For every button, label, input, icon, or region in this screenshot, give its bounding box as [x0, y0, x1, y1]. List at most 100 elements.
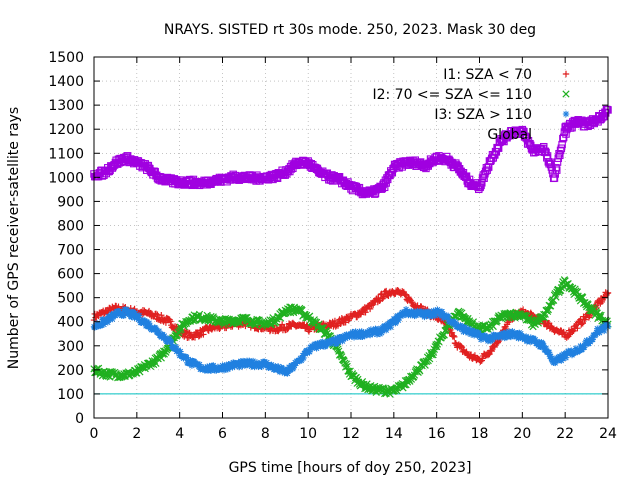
data-point: [599, 323, 606, 330]
data-point: [200, 331, 207, 338]
x-tick-label: 20: [513, 426, 531, 442]
legend-marker: [562, 130, 570, 138]
y-tick-label: 1400: [48, 74, 84, 90]
data-point: [158, 311, 165, 319]
data-point: [581, 343, 588, 351]
data-point: [152, 359, 160, 368]
data-point: [595, 311, 604, 319]
data-point: [183, 354, 190, 361]
data-point: [467, 331, 475, 338]
data-point: [515, 335, 522, 342]
data-point: [556, 151, 564, 160]
data-point: [380, 293, 388, 300]
data-point: [216, 325, 223, 332]
data-point: [596, 329, 603, 336]
data-point: [253, 359, 261, 366]
data-point: [487, 347, 495, 354]
data-point: [93, 323, 100, 330]
data-point: [249, 357, 257, 365]
data-point: [361, 332, 368, 340]
data-point: [402, 306, 410, 313]
data-point: [550, 174, 559, 182]
data-point: [322, 342, 329, 349]
data-point: [412, 312, 420, 319]
y-tick-label: 900: [57, 194, 84, 210]
data-point: [306, 348, 313, 356]
data-point: [145, 319, 153, 327]
data-point: [395, 316, 402, 324]
legend-label: Global: [487, 127, 532, 143]
data-point: [323, 340, 330, 348]
data-point: [191, 334, 199, 341]
data-point: [464, 350, 471, 358]
y-tick-label: 800: [57, 218, 84, 234]
legend-marker: [562, 70, 570, 78]
y-tick-label: 1100: [48, 146, 84, 162]
data-point: [395, 314, 403, 322]
data-point: [383, 175, 392, 184]
data-point: [172, 343, 180, 350]
data-point: [257, 361, 264, 369]
data-point: [457, 343, 465, 350]
data-point: [410, 308, 417, 315]
x-tick-label: 12: [342, 426, 360, 442]
data-point: [104, 319, 111, 326]
data-point: [600, 327, 608, 335]
data-point: [448, 329, 456, 337]
data-point: [188, 362, 196, 369]
y-tick-label: 1000: [48, 170, 84, 186]
data-point: [478, 179, 486, 187]
data-point: [224, 318, 233, 326]
data-point: [542, 344, 550, 352]
data-point: [399, 312, 407, 319]
data-point: [438, 308, 446, 315]
y-tick-label: 500: [57, 291, 84, 307]
data-point: [578, 321, 585, 328]
data-point: [431, 312, 439, 319]
data-point: [497, 334, 505, 341]
data-point: [261, 358, 268, 366]
data-point: [492, 148, 501, 156]
data-point: [167, 318, 174, 325]
data-point: [120, 312, 128, 319]
data-point: [359, 333, 366, 340]
data-point: [592, 331, 599, 338]
x-tick-label: 14: [385, 426, 403, 442]
data-point: [556, 146, 565, 155]
x-axis-label: GPS time [hours of doy 250, 2023]: [229, 460, 472, 476]
data-point: [335, 338, 342, 346]
data-point: [244, 361, 251, 369]
data-point: [166, 335, 173, 343]
data-point: [469, 327, 476, 334]
data-point: [579, 320, 586, 327]
data-point: [210, 362, 217, 369]
data-point: [552, 164, 560, 172]
data-point: [547, 353, 554, 360]
data-point: [378, 329, 385, 336]
data-point: [532, 336, 539, 344]
data-point: [477, 336, 485, 343]
data-point: [380, 183, 389, 192]
data-point: [229, 364, 236, 371]
data-point: [339, 337, 346, 345]
data-point: [552, 357, 560, 365]
data-point: [414, 302, 421, 309]
data-point: [476, 183, 485, 191]
axis-ticks: 0 2 4 6 8 10 12 14 16 18 20 22 240100200300400500600…: [48, 50, 617, 442]
data-point: [292, 307, 300, 315]
legend-label: I1: SZA < 70: [443, 67, 532, 83]
chart-title: NRAYS. SISTED rt 30s mode. 250, 2023. Ma…: [164, 22, 536, 38]
data-point: [258, 363, 265, 370]
data-point: [155, 327, 163, 335]
x-tick-label: 24: [599, 426, 617, 442]
data-point: [116, 308, 123, 315]
data-point: [369, 330, 376, 338]
legend-label: I2: 70 <= SZA <= 110: [372, 87, 532, 103]
data-point: [405, 294, 412, 301]
legend-marker: [562, 110, 570, 118]
data-point: [278, 321, 286, 328]
data-point: [207, 367, 215, 374]
data-point: [458, 323, 466, 330]
data-point: [350, 334, 358, 341]
data-point: [416, 367, 424, 375]
